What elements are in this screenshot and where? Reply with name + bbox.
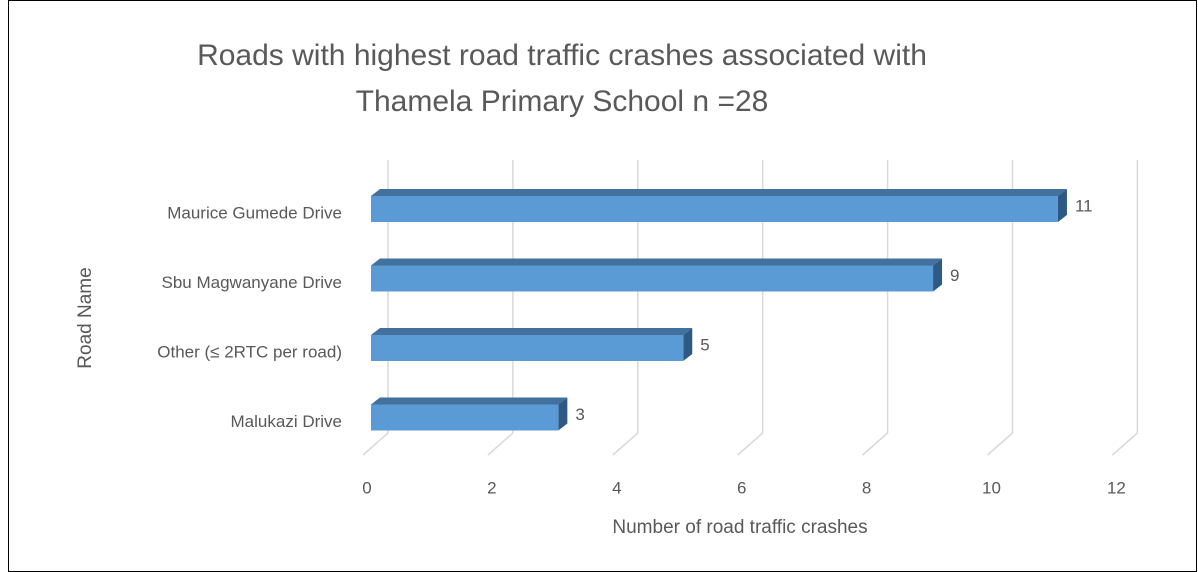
grid-line [987,160,1014,456]
y-tick-label: Sbu Magwanyane Drive [162,273,342,292]
value-label: 9 [950,266,959,285]
x-tick-label: 10 [982,478,1001,497]
bar-side [683,328,693,361]
chart-title: Thamela Primary School n =28 [356,85,769,118]
bar-top [371,258,943,266]
y-axis-title: Road Name [75,267,96,368]
x-axis-title: Number of road traffic crashes [612,517,867,538]
x-tick-label: 8 [862,478,871,497]
bar-top [371,397,568,405]
value-label: 3 [575,405,584,424]
x-tick-label: 0 [362,478,371,497]
grid-line [1111,160,1139,456]
bar [371,265,934,292]
grid-line [862,160,889,456]
bar-top [371,328,693,335]
y-tick-label: Other (≤ 2RTC per road) [157,342,342,361]
grid-line [737,160,764,456]
bar-side [1057,189,1067,222]
x-tick-label: 2 [487,478,496,497]
x-tick-label: 4 [612,478,621,497]
y-tick-label: Malukazi Drive [231,412,342,431]
x-tick-label: 6 [737,478,746,497]
y-tick-label: Maurice Gumede Drive [167,203,342,222]
bar-top [371,189,1067,196]
x-tick-label: 12 [1107,478,1126,497]
bar [371,335,684,361]
bar-side [933,258,943,292]
grid-line [612,160,639,456]
grid-line [487,160,514,456]
bar [371,196,1058,222]
bar-side [558,397,568,431]
value-label: 5 [700,335,709,354]
chart-title: Roads with highest road traffic crashes … [197,39,927,72]
value-label: 11 [1075,196,1093,215]
bar [371,404,559,431]
grid-line [362,160,389,456]
